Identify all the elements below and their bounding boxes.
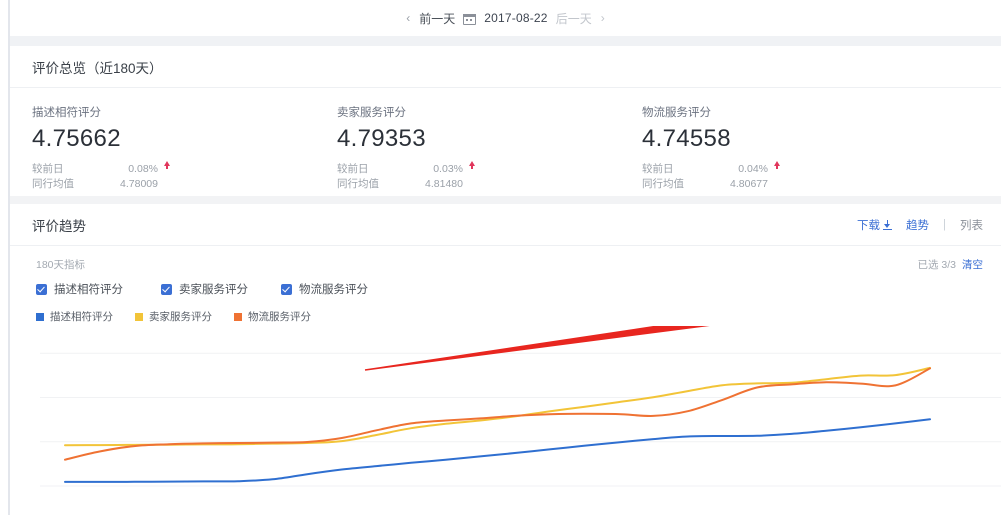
metric-industry-avg-value: 4.78009 [120,178,158,190]
indicator-group-label: 180天指标 [36,259,86,271]
current-date-value[interactable]: 2017-08-22 [484,11,548,25]
page-title: 评价总览（近180天） [32,60,163,76]
checkbox-checked-icon[interactable] [281,283,292,295]
metric-industry-avg-value: 4.81480 [425,178,463,190]
metric-prev-day-row: 较前日 0.08% [32,161,315,177]
chart-legend: 描述相符评分 卖家服务评分 物流服务评分 [10,297,1001,324]
metric-sub-rows: 较前日 0.03% 同行均值 4.81480 [337,161,620,192]
date-navigation-bar: ‹ 前一天 2017-08-22 后一天 › [10,0,1001,36]
section-separator [10,36,1001,46]
metric-label: 描述相符评分 [32,107,101,119]
metric-sub-rows: 较前日 0.08% 同行均值 4.78009 [32,161,315,192]
annotation-arrow-shaft [364,326,710,371]
clear-selection-button[interactable]: 清空 [962,259,983,271]
metric-prev-day-row: 较前日 0.03% [337,161,620,177]
trend-header-actions: 下载 趋势 | 列表 [857,217,983,233]
view-toggle-separator: | [943,218,946,231]
indicator-top-row: 180天指标 已选 3/3 清空 [36,257,983,272]
trend-chart-svg[interactable] [10,326,1001,515]
metric-industry-avg-key: 同行均值 [32,178,74,190]
metric-prev-day-key: 较前日 [337,163,369,175]
prev-day-chevron-icon[interactable]: ‹ [406,11,411,25]
evaluation-overview-card: 评价总览（近180天） 描述相符评分 4.75662 较前日 0.08% 同行均… [10,46,1001,196]
chart-line-1 [64,366,931,447]
legend-item-description-score[interactable]: 描述相符评分 [36,309,113,324]
legend-swatch-orange [234,312,242,321]
trend-up-arrow-icon [469,161,475,170]
chart-line-2 [64,367,931,461]
prev-day-button[interactable]: 前一天 [419,11,456,26]
metric-prev-day-value: 0.04% [738,163,768,175]
indicator-checkbox-row: 描述相符评分 卖家服务评分 物流服务评分 [36,281,983,297]
view-toggle-trend[interactable]: 趋势 [906,219,929,232]
metric-card-seller-service-score: 卖家服务评分 4.79353 较前日 0.03% 同行均值 4.81480 [315,104,620,192]
legend-item-logistics-service-score[interactable]: 物流服务评分 [234,309,311,324]
selected-count-text: 已选 3/3 [917,259,956,271]
metric-value: 4.75662 [32,125,121,152]
legend-label: 物流服务评分 [248,311,311,323]
trend-card-header: 评价趋势 下载 趋势 | 列表 [10,204,1001,246]
chart-annotation-arrow [364,326,710,371]
checkbox-label: 物流服务评分 [299,284,368,296]
metric-card-description-score: 描述相符评分 4.75662 较前日 0.08% 同行均值 4.78009 [10,104,315,192]
trend-up-arrow-icon [164,161,170,170]
metric-prev-day-key: 较前日 [642,163,674,175]
chart-series-group [64,366,931,483]
indicator-selector: 180天指标 已选 3/3 清空 描述相符评分 卖家服务评分 物流服务评分 [10,246,1001,297]
metric-value: 4.74558 [642,125,731,152]
metric-industry-avg-key: 同行均值 [642,178,684,190]
indicator-selection-status: 已选 3/3 清空 [917,257,983,272]
checkbox-checked-icon[interactable] [36,283,47,295]
overview-card-header: 评价总览（近180天） [10,46,1001,88]
trend-title: 评价趋势 [32,218,86,234]
metric-card-logistics-service-score: 物流服务评分 4.74558 较前日 0.04% 同行均值 4.80677 [620,104,925,192]
page-scrollbar[interactable] [8,0,10,515]
download-label: 下载 [857,219,880,232]
metric-industry-avg-row: 同行均值 4.78009 [32,177,315,192]
next-day-button: 后一天 [555,11,592,26]
checkbox-label: 描述相符评分 [54,284,123,296]
metric-prev-day-row: 较前日 0.04% [642,161,925,177]
metric-prev-day-value: 0.08% [128,163,158,175]
metric-label: 物流服务评分 [642,107,711,119]
metric-industry-avg-key: 同行均值 [337,178,379,190]
trend-up-arrow-icon [774,161,780,170]
calendar-icon[interactable] [463,12,477,25]
metric-label: 卖家服务评分 [337,107,406,119]
metric-prev-day-value: 0.03% [433,163,463,175]
next-day-chevron-icon: › [600,11,605,25]
chart-line-0 [64,418,931,483]
legend-item-seller-service-score[interactable]: 卖家服务评分 [135,309,212,324]
metric-industry-avg-row: 同行均值 4.80677 [642,177,925,192]
checkbox-label: 卖家服务评分 [179,284,248,296]
metric-columns: 描述相符评分 4.75662 较前日 0.08% 同行均值 4.78009 卖家… [10,88,1001,192]
checkbox-seller-service-score[interactable]: 卖家服务评分 [161,281,281,297]
metric-industry-avg-row: 同行均值 4.81480 [337,177,620,192]
metric-industry-avg-value: 4.80677 [730,178,768,190]
legend-label: 卖家服务评分 [149,311,212,323]
metric-value: 4.79353 [337,125,426,152]
evaluation-trend-card: 评价趋势 下载 趋势 | 列表 180天指标 已选 3/3 清空 [10,204,1001,515]
checkbox-checked-icon[interactable] [161,283,172,295]
checkbox-logistics-service-score[interactable]: 物流服务评分 [281,281,368,297]
download-button[interactable]: 下载 [857,217,892,233]
view-toggle-list[interactable]: 列表 [960,219,983,232]
download-icon [883,219,892,231]
trend-chart[interactable] [10,326,1001,515]
legend-label: 描述相符评分 [50,311,113,323]
page-gutter [0,0,10,515]
metric-sub-rows: 较前日 0.04% 同行均值 4.80677 [642,161,925,192]
chart-gridlines [40,352,1001,487]
legend-swatch-blue [36,312,44,321]
metric-prev-day-key: 较前日 [32,163,64,175]
checkbox-description-score[interactable]: 描述相符评分 [36,281,161,297]
legend-swatch-yellow [135,312,143,321]
